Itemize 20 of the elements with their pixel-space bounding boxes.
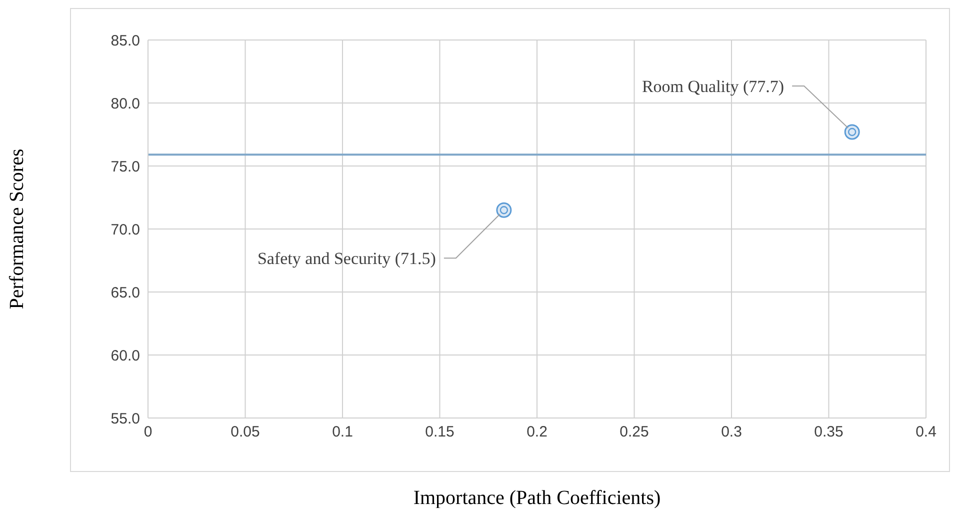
y-tick-label: 70.0 (110, 221, 140, 238)
x-tick-label: 0.1 (332, 424, 353, 441)
x-tick-label: 0.3 (721, 424, 742, 441)
y-tick-label: 75.0 (110, 158, 140, 176)
y-tick-label: 65.0 (110, 284, 140, 302)
y-tick-label: 60.0 (110, 347, 140, 364)
x-axis-title: Importance (Path Coefficients) (413, 487, 661, 509)
annotation: Safety and Security (71.5) (257, 249, 436, 268)
y-tick-label: 55.0 (110, 410, 140, 428)
y-tick-label: 85.0 (110, 32, 140, 50)
x-tick-label: 0 (144, 424, 152, 441)
x-tick-label: 0.25 (620, 424, 649, 441)
x-tick-label: 0.2 (526, 424, 548, 441)
x-tick-label: 0.15 (425, 424, 454, 441)
y-tick-label: 80.0 (110, 95, 140, 112)
x-tick-label: 0.4 (916, 424, 936, 441)
x-tick-label: 0.35 (814, 424, 844, 441)
annotation: Room Quality (77.7) (642, 76, 784, 96)
x-tick-label: 0.05 (230, 424, 260, 441)
y-axis-title: Performance Scores (6, 148, 28, 310)
